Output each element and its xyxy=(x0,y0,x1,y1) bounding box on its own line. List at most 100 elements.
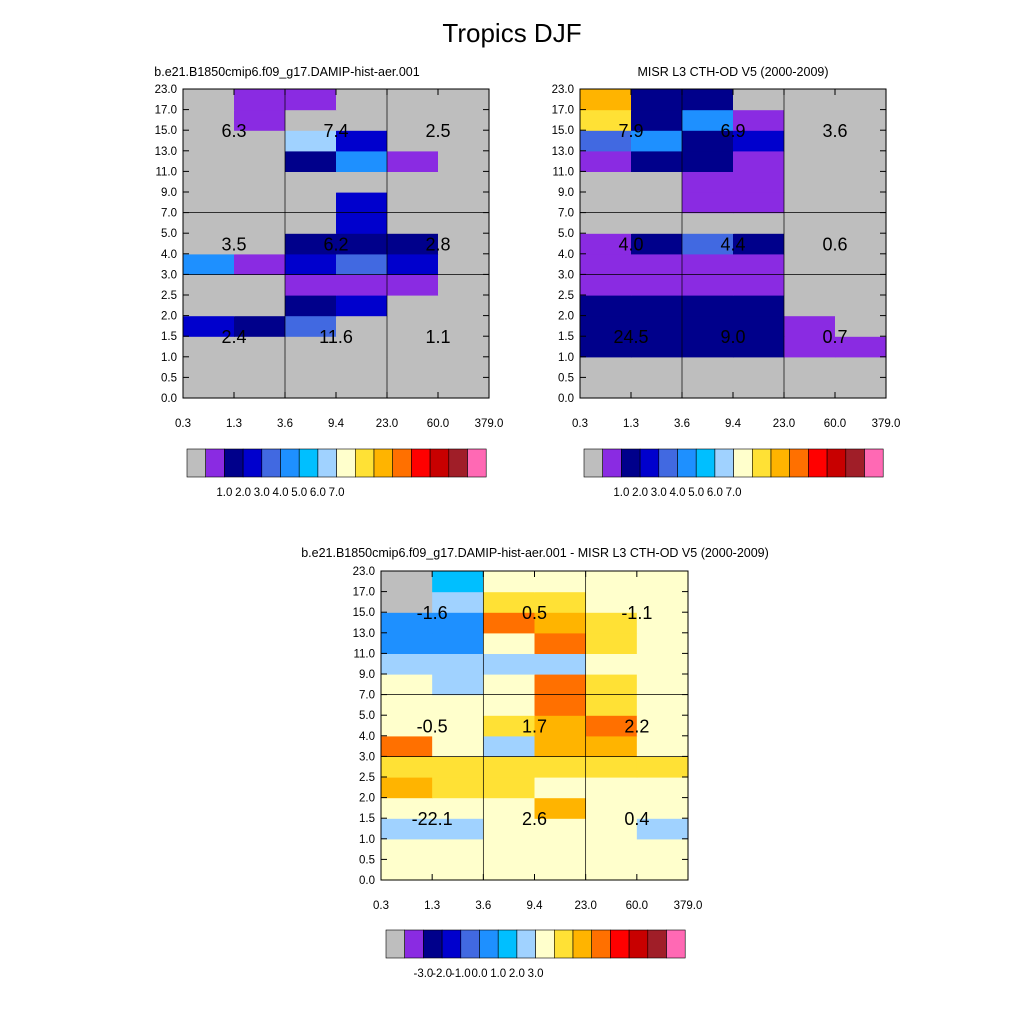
heatmap-cell xyxy=(733,274,785,296)
heatmap-cell xyxy=(580,295,632,317)
y-tick-label: 4.0 xyxy=(161,249,177,261)
heatmap-cell xyxy=(585,694,638,716)
colorbar-label: 4.0 xyxy=(273,487,289,499)
colorbar-swatch xyxy=(354,448,375,478)
heatmap-cell xyxy=(387,295,439,317)
heatmap-cell xyxy=(381,674,433,696)
heatmap-cell xyxy=(483,632,536,654)
heatmap-cell xyxy=(432,715,484,737)
y-tick-label: 2.5 xyxy=(359,772,375,784)
heatmap-cell xyxy=(835,109,887,131)
colorbar-swatch xyxy=(845,448,865,478)
heatmap-cell xyxy=(835,130,887,152)
heatmap-cell xyxy=(733,109,785,131)
heatmap-cell xyxy=(534,591,587,613)
colorbar-swatch xyxy=(602,448,622,478)
colorbar-swatch xyxy=(677,448,697,478)
heatmap-cell xyxy=(183,233,235,255)
colorbar-swatch xyxy=(770,448,791,478)
y-tick-label: 0.5 xyxy=(558,372,574,384)
y-tick-label: 7.0 xyxy=(161,208,177,220)
heatmap-cell xyxy=(733,233,785,255)
heatmap-cell xyxy=(234,130,286,152)
heatmap-cell xyxy=(285,274,337,296)
heatmap-cell xyxy=(336,130,388,152)
heatmap-cell xyxy=(784,192,836,214)
heatmap-cell xyxy=(438,171,490,193)
heatmap-cell xyxy=(183,253,235,275)
heatmap-cell xyxy=(285,295,337,317)
colorbar-label: 7.0 xyxy=(329,487,345,499)
heatmap-cell xyxy=(483,571,536,593)
heatmap-cell xyxy=(784,315,836,337)
heatmap-cells xyxy=(580,89,887,399)
heatmap-cell xyxy=(336,253,388,275)
group-separators xyxy=(183,89,489,398)
heatmap-cell xyxy=(585,735,638,757)
heatmap-cell xyxy=(784,336,836,358)
heatmap-cell xyxy=(631,89,683,111)
heatmap-cell xyxy=(234,171,286,193)
x-tick-label: 9.4 xyxy=(527,900,544,912)
heatmap-cell xyxy=(387,171,439,193)
heatmap-cell xyxy=(432,591,484,613)
data-label: 9.0 xyxy=(720,327,745,347)
x-tick-label: 0.3 xyxy=(572,418,588,430)
heatmap-cell xyxy=(631,377,683,399)
heatmap-cell xyxy=(183,89,235,111)
heatmap-cell xyxy=(432,735,484,757)
heatmap-cell xyxy=(682,295,734,317)
heatmap-cell xyxy=(483,859,536,881)
axes-ticks xyxy=(579,88,887,399)
data-label: 6.9 xyxy=(720,121,745,141)
heatmap-cell xyxy=(183,109,235,131)
heatmap-cell xyxy=(336,171,388,193)
heatmap-cell xyxy=(534,653,587,675)
colorbar-swatch xyxy=(695,448,716,478)
heatmap-cell xyxy=(784,356,836,378)
heatmap-cell xyxy=(784,295,836,317)
heatmap-cells xyxy=(381,571,689,881)
panel-title: MISR L3 CTH-OD V5 (2000-2009) xyxy=(637,65,828,79)
x-tick-label: 379.0 xyxy=(475,418,504,430)
heatmap-cell xyxy=(784,233,836,255)
y-tick-label: 7.0 xyxy=(359,690,375,702)
heatmap-cell xyxy=(784,109,836,131)
heatmap-cell xyxy=(733,212,785,234)
data-label: 2.6 xyxy=(522,809,547,829)
heatmap-cell xyxy=(336,356,388,378)
data-label: 0.7 xyxy=(822,327,847,347)
heatmap-cell xyxy=(387,89,439,111)
y-tick-label: 23.0 xyxy=(155,84,177,96)
y-tick-label: 11.0 xyxy=(353,648,375,660)
heatmap-cell xyxy=(483,756,536,778)
axes-ticks xyxy=(182,88,490,399)
colorbar xyxy=(385,929,686,959)
heatmap-cell xyxy=(580,377,632,399)
heatmap-cell xyxy=(285,212,337,234)
heatmap-cell xyxy=(381,838,433,860)
colorbar-swatch xyxy=(516,929,536,959)
y-tick-label: 13.0 xyxy=(353,628,375,640)
y-tick-label: 1.0 xyxy=(359,834,375,846)
heatmap-cell xyxy=(580,233,632,255)
colorbar-swatch xyxy=(789,448,809,478)
heatmap-cell xyxy=(234,274,286,296)
heatmap-cell xyxy=(234,109,286,131)
data-label: 0.5 xyxy=(522,603,547,623)
heatmap-cell xyxy=(585,818,638,840)
heatmap-cell xyxy=(580,130,632,152)
heatmap-cell xyxy=(336,295,388,317)
heatmap-cell xyxy=(534,571,587,593)
colorbar-swatch xyxy=(298,448,319,478)
heatmap-cell xyxy=(183,192,235,214)
data-label: 0.6 xyxy=(822,235,847,255)
heatmap-cell xyxy=(784,377,836,399)
panel-model: b.e21.B1850cmip6.f09_g17.DAMIP-hist-aer.… xyxy=(154,65,503,499)
heatmap-cell xyxy=(438,336,490,358)
heatmap-cell xyxy=(483,818,536,840)
heatmap-cell xyxy=(432,818,484,840)
colorbar-label: 2.0 xyxy=(632,487,648,499)
colorbar-label: 5.0 xyxy=(688,487,704,499)
data-label: -1.1 xyxy=(621,603,652,623)
